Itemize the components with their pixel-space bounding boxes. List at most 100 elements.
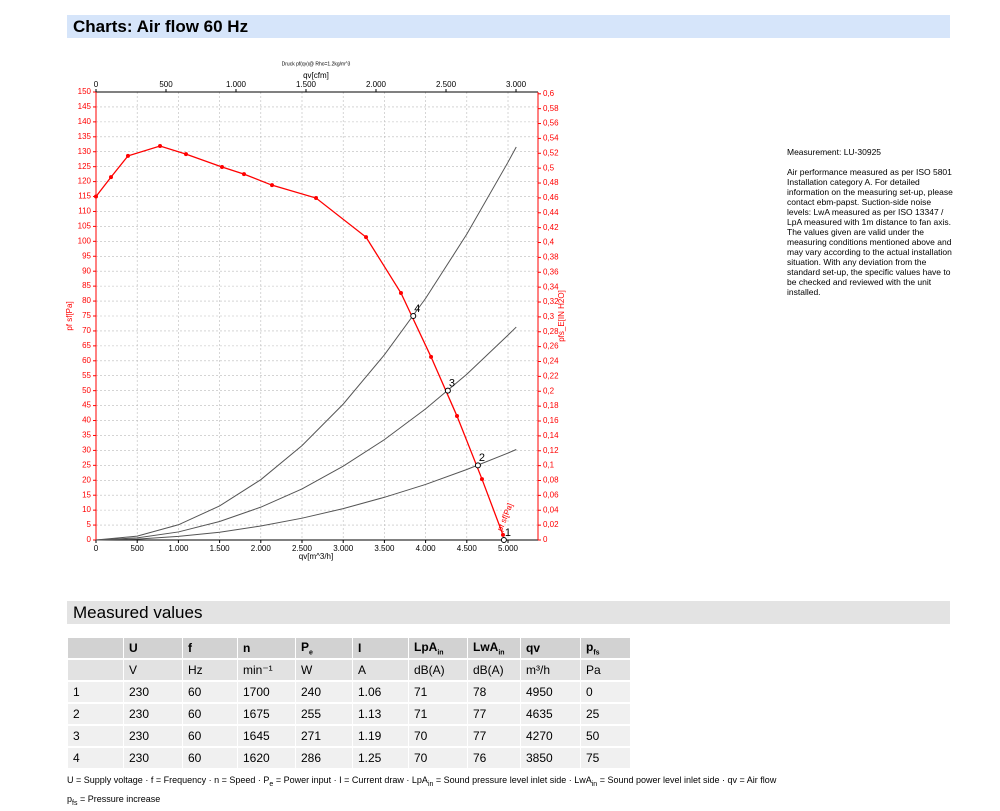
operating-point-label: 4 <box>414 303 420 315</box>
y2-tick-label: 0,4 <box>543 238 555 247</box>
separator: · <box>206 775 215 785</box>
legend-sub: e <box>269 780 274 788</box>
y-tick-label: 35 <box>82 431 91 440</box>
data-point <box>183 152 188 157</box>
y2-tick-label: 0,02 <box>543 520 559 529</box>
y2-tick-label: 0,12 <box>543 446 559 455</box>
operating-point <box>410 313 417 319</box>
y2-tick-label: 0,16 <box>543 416 559 425</box>
cell: 230 <box>124 704 182 724</box>
header-cell: LpAin <box>409 638 467 658</box>
legend-symbol: LwA <box>574 775 592 785</box>
cell: 240 <box>296 682 352 702</box>
data-row: 4 230 60 1620 286 1.25 70 76 3850 75 <box>68 748 630 768</box>
data-point <box>219 164 224 169</box>
header-cell: U <box>124 638 182 658</box>
y2-tick-label: 0,38 <box>543 253 559 262</box>
separator: · <box>142 775 151 785</box>
cell: 1.06 <box>353 682 408 702</box>
header-text: I <box>358 641 362 655</box>
y2-tick-label: 0,58 <box>543 104 559 113</box>
unit-cell: dB(A) <box>409 660 467 680</box>
cell: 76 <box>468 748 520 768</box>
cell: 1620 <box>238 748 295 768</box>
legend-symbol: n <box>214 775 220 785</box>
y2-tick-label: 0,52 <box>543 148 559 157</box>
x-tick-label: 5.000 <box>498 544 519 553</box>
header-cell: LwAin <box>468 638 520 658</box>
data-point <box>500 532 505 537</box>
chart: 0510152025303540455055606570758085909510… <box>65 61 566 561</box>
y-tick-label: 145 <box>78 102 92 111</box>
operating-point <box>444 387 451 394</box>
legend-sub: in <box>427 780 434 788</box>
legend-symbol: P <box>263 775 270 785</box>
x2-tick-label: 1.500 <box>296 80 317 89</box>
y2-tick-label: 0,08 <box>543 476 559 485</box>
y2-tick-label: 0,04 <box>543 505 559 514</box>
y2-tick-label: 0,22 <box>543 371 559 380</box>
header-text: LpA <box>414 639 438 654</box>
notes: Measurement: LU-30925 Air performance me… <box>787 147 957 307</box>
cell: 4950 <box>521 682 580 702</box>
y2-tick-label: 0,34 <box>543 282 559 291</box>
legend: U = Supply voltage · f = Frequency · n =… <box>67 773 776 811</box>
cell: 4635 <box>521 704 580 724</box>
y2-tick-label: 0,36 <box>543 267 559 276</box>
y-tick-label: 95 <box>82 251 91 260</box>
legend-symbol: qv <box>727 775 738 785</box>
y-tick-label: 150 <box>78 87 92 96</box>
cell: 1700 <box>238 682 295 702</box>
header-cell: Pe <box>296 638 352 658</box>
legend-text: = Frequency <box>153 775 207 785</box>
cell: 4 <box>68 748 123 768</box>
unit-cell: Pa <box>581 660 630 680</box>
y-tick-label: 45 <box>82 401 91 410</box>
separator: · <box>331 775 340 785</box>
x-tick-label: 2.000 <box>251 544 272 553</box>
y2-tick-label: 0,06 <box>543 490 559 499</box>
unit-cell: dB(A) <box>468 660 520 680</box>
cell: 71 <box>409 704 467 724</box>
cell: 230 <box>124 682 182 702</box>
operating-point-label: 2 <box>479 452 485 464</box>
x2-tick-label: 1.000 <box>226 80 247 89</box>
y-tick-label: 110 <box>78 207 91 216</box>
unit-cell <box>68 660 123 680</box>
legend-symbol: f <box>150 775 154 785</box>
legend-text: = Power input <box>273 775 332 785</box>
y-tick-label: 75 <box>82 311 91 320</box>
cell: 1 <box>68 682 123 702</box>
legend-text: = Current draw <box>341 775 404 785</box>
y2-tick-label: 0,56 <box>543 119 559 128</box>
y2-tick-label: 0,28 <box>543 327 559 336</box>
header-text: p <box>586 639 594 654</box>
y-tick-label: 30 <box>82 446 91 455</box>
x2-tick-label: 2.000 <box>366 80 387 89</box>
header-cell <box>68 638 123 658</box>
cell: 0 <box>581 682 630 702</box>
data-point <box>158 144 163 149</box>
cell: 271 <box>296 726 352 746</box>
y2-tick-label: 0,54 <box>543 134 559 143</box>
separator: · <box>403 775 412 785</box>
y2-tick-label: 0,18 <box>543 401 559 410</box>
x2-tick-label: 2.500 <box>436 80 457 89</box>
unit-cell: m³/h <box>521 660 580 680</box>
cell: 70 <box>409 726 467 746</box>
cell: 1.19 <box>353 726 408 746</box>
x-tick-label: 4.500 <box>457 544 478 553</box>
y2-tick-label: 0,24 <box>543 357 559 366</box>
data-point <box>108 175 113 180</box>
y2-tick-label: 0,6 <box>543 89 555 98</box>
header-text: LwA <box>473 639 499 654</box>
y2-tick-label: 0,42 <box>543 223 559 232</box>
header-text: qv <box>526 641 541 655</box>
y-tick-label: 115 <box>78 192 91 201</box>
y-tick-label: 80 <box>82 296 91 305</box>
cell: 1675 <box>238 704 295 724</box>
cell: 2 <box>68 704 123 724</box>
operating-point-label: 1 <box>505 527 511 539</box>
